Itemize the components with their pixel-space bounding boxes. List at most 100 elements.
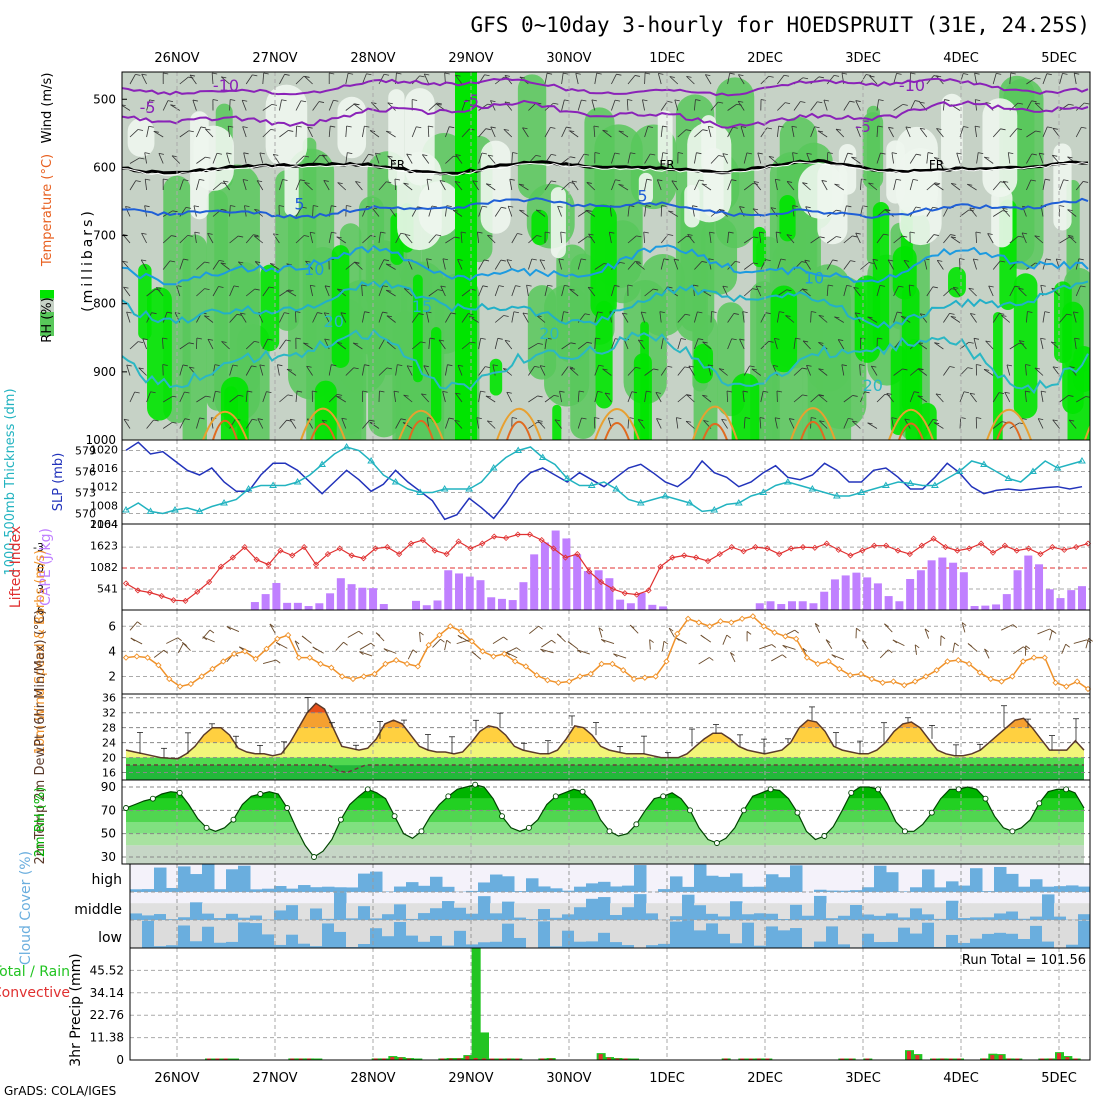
cloud-cell — [730, 943, 743, 948]
wind-barb-flag — [1062, 72, 1068, 75]
wind-barb — [1018, 340, 1027, 350]
wind-barb — [162, 235, 172, 244]
cloud-cell — [1030, 925, 1043, 948]
cloud-cell — [298, 943, 311, 948]
low-cloud-base — [214, 920, 227, 948]
wind-barb — [295, 206, 303, 217]
hot-contour — [800, 420, 826, 440]
surface-wind-barb-flag — [301, 635, 307, 640]
wind-barb-flag — [618, 183, 624, 186]
wind-barb — [445, 312, 452, 323]
precip-convective-bar — [407, 1058, 411, 1060]
cloud-cell — [574, 941, 587, 948]
rh-high-patch — [331, 245, 350, 368]
wind-barb — [229, 394, 239, 403]
wind-barb — [1007, 152, 1011, 164]
wind-barb-flag — [271, 103, 277, 106]
rh-marker — [767, 786, 774, 793]
wind-barb — [727, 261, 736, 270]
lifted-index-marker — [847, 552, 854, 559]
cloud-cell — [406, 882, 419, 892]
wind-barb — [511, 311, 515, 323]
rh-marker — [660, 793, 667, 800]
cloud-cell — [766, 874, 779, 892]
wind-barb-flag — [853, 286, 859, 289]
precip-convective-bar — [1065, 1057, 1070, 1060]
surface-wind-barb-flag — [782, 644, 787, 649]
wind-barb — [760, 391, 764, 403]
wind-barb-flag — [581, 417, 587, 420]
wind-barb — [123, 286, 131, 297]
rh-marker — [203, 824, 210, 831]
wind-barb-flag — [770, 207, 777, 209]
cloud-cell — [838, 890, 851, 892]
thickness-marker — [195, 507, 204, 514]
wind-barb-flag — [974, 125, 981, 128]
wind-barb-flag — [1052, 154, 1058, 157]
rh-high-patch — [917, 402, 937, 440]
wind-barb-flag — [504, 75, 511, 77]
wind-barb — [969, 207, 977, 217]
wind-barb-flag — [776, 390, 783, 393]
wind-barb-flag — [658, 72, 664, 75]
lifted-index-marker — [336, 545, 343, 552]
cloud-cell — [826, 926, 839, 948]
wind-barb — [843, 285, 848, 297]
wind-barb — [259, 364, 264, 376]
wind-barb-flag — [546, 337, 552, 340]
wind-barb — [843, 100, 850, 111]
wind-barb — [262, 129, 272, 138]
wind-barb — [618, 130, 629, 138]
thickness-tick: 573 — [75, 487, 96, 500]
wind-barb-flag — [1034, 367, 1041, 370]
wind-speed-marker — [328, 664, 335, 671]
cape-bar — [852, 572, 861, 610]
wind-barb-flag — [141, 259, 147, 262]
wind-barb-flag — [985, 340, 991, 343]
wind-barb — [1026, 153, 1033, 164]
wind-barb — [476, 417, 479, 429]
wind-barb — [129, 74, 136, 85]
cloud-cell — [958, 885, 971, 892]
wind-barb-flag — [214, 364, 220, 367]
wind-barb-flag — [337, 182, 343, 184]
surface-wind-barb — [668, 627, 675, 638]
cloud-cell — [142, 915, 155, 920]
wind-barb — [594, 391, 598, 403]
wind-barb — [751, 368, 762, 376]
wind-barb — [869, 75, 878, 85]
lifted-index-marker — [491, 533, 498, 540]
wind-barb — [355, 181, 363, 191]
cape-bar — [326, 593, 335, 610]
cloud-cell — [982, 917, 995, 920]
precip-convective-bar — [748, 1058, 753, 1060]
precip-convective-bar — [507, 1058, 511, 1060]
cloud-cell — [586, 883, 599, 892]
cloud-cell — [406, 935, 419, 948]
wind-barb — [273, 233, 280, 244]
wind-barb — [490, 126, 496, 138]
wind-barb — [893, 311, 898, 323]
wind-barb-flag — [886, 392, 892, 395]
wind-barb-flag — [251, 365, 257, 368]
lifted-index-marker — [312, 561, 320, 568]
wind-barb — [245, 365, 252, 376]
wind-speed-marker — [695, 619, 703, 626]
surface-wind-barb — [961, 622, 966, 633]
wind-barb-flag — [818, 368, 824, 371]
cape-bar — [916, 570, 925, 610]
cape-bar — [573, 554, 582, 610]
cloud-cell — [310, 946, 323, 948]
wind-barb — [1026, 130, 1036, 138]
cloud-cell — [286, 934, 299, 948]
wind-barb-flag — [426, 258, 432, 261]
wind-barb-flag — [872, 258, 878, 261]
wind-barb-flag — [614, 99, 621, 102]
wind-barb — [477, 232, 479, 244]
wind-barb — [269, 263, 280, 270]
wind-barb-flag — [487, 420, 493, 423]
contour-label: 20 — [324, 312, 344, 331]
wind-barb-flag — [696, 152, 702, 155]
wind-barb — [577, 236, 588, 244]
wind-barb-flag — [438, 339, 445, 342]
